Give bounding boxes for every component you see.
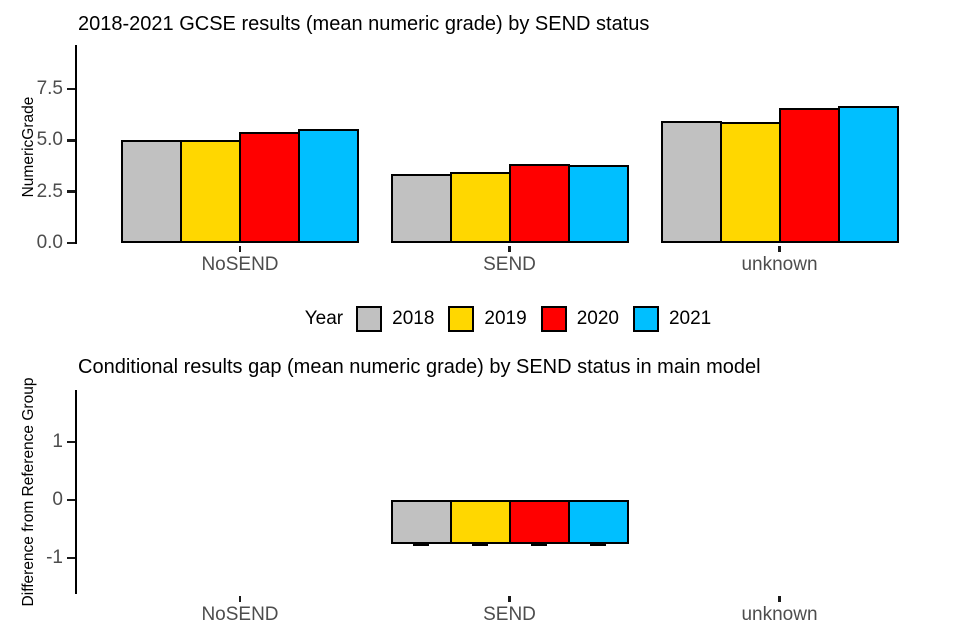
y-tick-label: 0 [52,489,63,511]
y-tick [66,87,75,91]
legend-item-2018: 2018 [356,306,434,332]
legend-item-2021: 2021 [632,306,712,332]
legend-title: Year [304,308,344,329]
chart1-title: 2018-2021 GCSE results (mean numeric gra… [78,13,650,35]
bar-2020-SEND [508,500,570,544]
error-bar-2021-SEND [590,541,606,546]
bar-2019-SEND [449,500,511,544]
legend-label: 2020 [576,308,619,329]
bar-2020-unknown [778,107,840,243]
y-axis-line [74,390,77,594]
legend-item-2019: 2019 [448,306,527,332]
y-tick [66,241,75,245]
bar-2020-SEND [508,164,570,243]
y-tick [66,498,75,502]
y-axis-line [74,45,77,244]
bar-2021-NoSEND [298,129,359,243]
bar-2018-SEND [390,174,452,243]
legend-swatch-2018 [356,306,383,332]
y-tick-label: -1 [46,547,63,569]
y-tick-label: 5.0 [36,129,63,151]
x-tick [778,246,781,252]
bar-2021-SEND [567,165,629,243]
error-bar-2018-SEND [413,541,429,546]
y-tick [66,440,75,444]
legend-items: 2018 2019 2020 2021 [356,306,711,332]
chart2-y-axis-label: Difference from Reference Group [20,377,37,607]
bar-2019-SEND [449,172,511,243]
chart2-title: Conditional results gap (mean numeric gr… [78,356,761,378]
x-tick [508,596,511,602]
x-category-label: unknown [741,254,818,275]
legend-label: 2019 [484,308,527,329]
bar-2018-NoSEND [121,140,182,243]
legend-item-2020: 2020 [540,306,619,332]
bar-2021-SEND [567,500,629,544]
legend-swatch-2019 [448,306,475,332]
bar-2019-unknown [719,121,781,243]
x-category-label: NoSEND [201,254,279,275]
x-tick [238,596,242,602]
y-tick-label: 1 [52,431,63,453]
y-tick-label: 0.0 [36,232,63,253]
chart1-y-axis-label: NumericGrade [20,96,37,198]
x-category-label: SEND [483,254,536,275]
error-bar-2020-SEND [531,541,547,546]
legend-swatch-2021 [632,306,659,332]
x-tick [238,246,242,252]
y-tick [66,190,75,193]
x-category-label: unknown [741,604,818,625]
legend-label: 2021 [668,308,712,329]
y-tick [66,556,75,560]
x-category-label: NoSEND [201,604,279,625]
legend-swatch-2020 [540,306,567,332]
y-tick-label: 7.5 [36,78,63,100]
legend-label: 2018 [392,308,435,329]
legend: Year 2018 2019 2020 2021 [28,304,960,334]
x-tick [508,246,511,252]
y-tick [66,139,75,142]
bar-2018-unknown [660,120,722,243]
bar-2021-unknown [837,105,899,243]
x-category-label: SEND [483,604,536,625]
bar-2018-SEND [390,500,452,544]
y-tick-label: 2.5 [36,180,63,202]
x-tick [778,596,781,602]
bar-2019-NoSEND [180,140,241,243]
error-bar-2019-SEND [472,541,488,546]
bar-2020-NoSEND [239,132,300,243]
